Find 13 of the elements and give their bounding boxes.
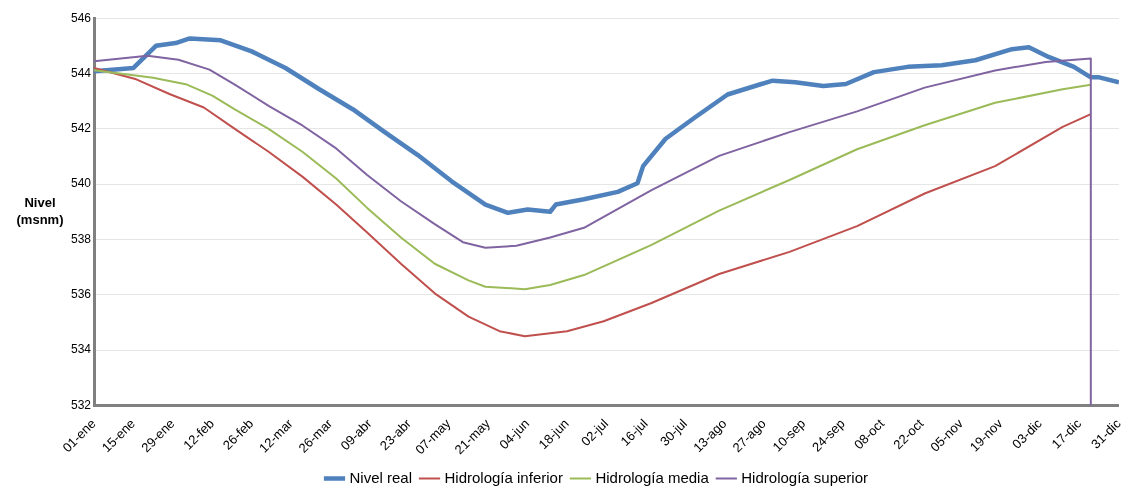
y-tick-label: 544 xyxy=(70,65,92,80)
y-tick-label: 534 xyxy=(70,342,92,357)
legend-label: Hidrología superior xyxy=(741,468,869,486)
y-tick-label: 546 xyxy=(70,10,92,25)
y-axis-title: Nivel (msnm) xyxy=(16,195,64,228)
y-tick-label: 538 xyxy=(70,231,92,246)
legend-label: Hidrología media xyxy=(595,468,710,486)
legend-label: Hidrología inferior xyxy=(444,468,563,486)
y-tick-label: 536 xyxy=(70,287,92,302)
y-tick-label: 540 xyxy=(70,176,92,191)
y-tick-label: 532 xyxy=(70,397,92,412)
y-tick-label: 542 xyxy=(70,121,92,136)
legend-label: Nivel real xyxy=(349,468,413,486)
